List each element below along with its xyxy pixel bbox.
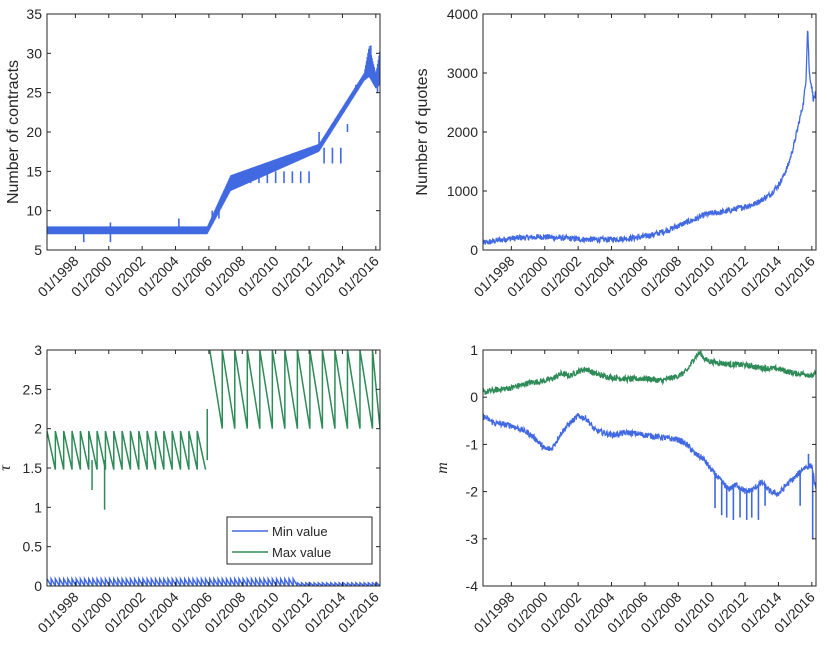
ytick-label: 3 bbox=[34, 342, 42, 358]
series-contracts-number-of-contracts bbox=[47, 45, 380, 235]
series-tau-max-value bbox=[47, 350, 380, 470]
ytick-label: 35 bbox=[26, 6, 42, 22]
ytick-label: -4 bbox=[466, 578, 479, 594]
axes-frame-tau bbox=[46, 349, 381, 587]
ylabel-quotes: Number of quotes bbox=[414, 68, 431, 195]
ytick-label: 0 bbox=[470, 389, 478, 405]
ytick-label: 3000 bbox=[447, 65, 478, 81]
ytick-label: 1000 bbox=[447, 183, 478, 199]
legend: Min value Max value bbox=[226, 516, 373, 565]
axes-frame-m bbox=[482, 349, 817, 587]
ytick-label: 1 bbox=[34, 499, 42, 515]
ylabel-m: m bbox=[434, 462, 451, 474]
series-m-max-value bbox=[483, 350, 816, 395]
ytick-label: 2 bbox=[34, 421, 42, 437]
legend-label-max: Max value bbox=[272, 545, 331, 560]
legend-box bbox=[226, 516, 373, 565]
ylabel-tau: τ bbox=[0, 464, 14, 471]
ytick-label: 4000 bbox=[447, 6, 478, 22]
series-group-contracts bbox=[47, 45, 380, 243]
ytick-label: 20 bbox=[26, 124, 42, 140]
ytick-label: 10 bbox=[26, 203, 42, 219]
series-m-min-value bbox=[483, 412, 816, 498]
ytick-label: 2.5 bbox=[23, 381, 43, 397]
ytick-label: 5 bbox=[34, 242, 42, 258]
series-group-tau bbox=[47, 350, 380, 586]
series-group-quotes bbox=[483, 30, 816, 245]
ytick-label: -3 bbox=[466, 531, 479, 547]
series-tau-min-value bbox=[47, 576, 380, 586]
series-group-m bbox=[483, 350, 816, 539]
ytick-label: -1 bbox=[466, 436, 479, 452]
ytick-label: 0 bbox=[470, 242, 478, 258]
axes-frame-contracts bbox=[46, 13, 381, 251]
ytick-label: 2000 bbox=[447, 124, 478, 140]
ylabel-contracts: Number of contracts bbox=[5, 60, 22, 204]
axes-frame-quotes bbox=[482, 13, 817, 251]
ytick-label: 25 bbox=[26, 85, 42, 101]
ytick-label: 1 bbox=[470, 342, 478, 358]
ytick-label: -2 bbox=[466, 484, 479, 500]
ytick-label: 30 bbox=[26, 45, 42, 61]
ytick-label: 0.5 bbox=[23, 539, 43, 555]
ytick-label: 15 bbox=[26, 163, 42, 179]
ytick-label: 0 bbox=[34, 578, 42, 594]
series-quotes-number-of-quotes bbox=[483, 30, 816, 245]
ytick-label: 1.5 bbox=[23, 460, 43, 476]
legend-label-min: Min value bbox=[272, 524, 328, 539]
